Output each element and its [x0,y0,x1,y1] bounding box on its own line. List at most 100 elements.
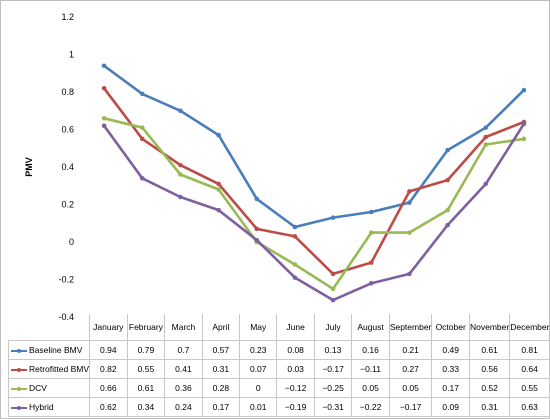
data-point [292,275,298,280]
data-point [101,63,107,69]
data-point [139,125,145,130]
data-point [101,115,107,121]
data-point [216,132,221,138]
data-point [368,260,374,265]
data-label: 0.16 [351,340,390,360]
data-point [292,262,298,267]
data-label: 0.62 [89,397,128,417]
data-point [101,123,107,129]
data-label: 0.94 [89,340,128,360]
data-table: January February March April May June July Augu… [8,314,550,417]
series-line [103,123,525,302]
x-tick-label: July [313,314,352,341]
x-tick-label: February [126,314,165,341]
data-point [292,234,298,239]
data-label: −0.22 [351,397,390,417]
data-label: 0.21 [388,340,433,360]
y-tick-label: 0.4 [61,162,74,172]
y-axis: 1.2 1 0.8 0.6 0.4 0.2 0 -0.2 -0.4 PMV [24,12,74,322]
data-point [407,271,412,277]
data-point [368,280,374,286]
data-label: 0.03 [276,359,315,379]
legend-label: Baseline BMV [29,345,83,355]
data-point [521,136,527,142]
data-label: −0.12 [276,378,315,398]
data-label: 0.07 [239,359,278,379]
data-point [407,189,412,194]
data-label: 0.31 [201,359,241,379]
data-label: 0.81 [509,340,550,360]
legend-entry: Baseline BMV [8,340,90,360]
x-tick-label: January [89,314,128,341]
data-label: 0.55 [509,378,550,398]
data-point [445,222,450,228]
data-label: 0.61 [126,378,166,398]
data-point [292,224,298,230]
data-label: 0.31 [468,397,511,417]
data-label: −0.31 [313,397,353,417]
data-point [407,200,412,205]
data-label: −0.25 [313,378,353,398]
x-tick-label: May [239,314,277,341]
series-line [103,64,525,229]
y-tick-label: 0.2 [61,200,74,210]
data-label: 0.79 [126,340,166,360]
data-label: 0.82 [89,359,128,379]
data-label: 0 [239,378,278,398]
y-tick-label: 1.2 [61,12,74,22]
data-label: 0.66 [89,378,128,398]
x-tick-label: April [201,314,240,341]
data-point [139,175,145,181]
data-label: 0.36 [164,378,203,398]
legend-key [11,404,27,412]
data-label: 0.17 [431,378,470,398]
data-label: 0.63 [509,397,550,417]
table-row: Retrofitted BMV 0.82 0.55 0.41 0.31 0.07 0.03−… [8,359,550,379]
data-label: 0.05 [388,378,433,398]
legend-entry: Hybrid [8,397,90,417]
data-label: −0.17 [313,359,353,379]
data-label: 0.17 [201,397,241,417]
data-label: −0.19 [276,397,315,417]
x-tick-label: December [509,314,550,341]
data-label: 0.08 [276,340,315,360]
data-point [330,286,336,292]
data-point [445,147,450,153]
data-label: 0.64 [509,359,550,379]
y-tick-label: 0.8 [61,87,74,97]
data-point [330,215,336,220]
data-point [178,194,183,200]
data-point [407,230,412,235]
data-label: 0.55 [126,359,166,379]
data-point [483,125,489,130]
data-point [521,87,527,93]
data-label: 0.28 [201,378,241,398]
data-label: 0.05 [351,378,390,398]
data-point [368,209,374,215]
legend-key [11,347,27,355]
x-tick-label: November [468,314,510,341]
data-point [101,85,107,91]
y-tick-label: 1 [69,50,74,60]
y-axis-title: PMV [24,157,34,177]
table-header-row: January February March April May June July Augu… [9,314,550,341]
data-point [330,297,336,303]
data-label: 0.57 [201,340,241,360]
data-point [178,162,183,168]
data-label: 0.23 [239,340,278,360]
series-1 [101,85,527,277]
y-tick-label: 0.6 [61,125,74,135]
data-point [445,207,450,213]
data-label: 0.61 [468,340,511,360]
data-label: 0.49 [431,340,470,360]
data-point [216,187,221,192]
x-tick-label: August [351,314,390,341]
x-tick-label: March [164,314,203,341]
data-point [178,172,183,177]
legend-entry: DCV [8,378,90,398]
data-point [483,142,489,147]
data-point [139,136,145,142]
series-0 [101,63,527,230]
series-3 [101,121,527,303]
